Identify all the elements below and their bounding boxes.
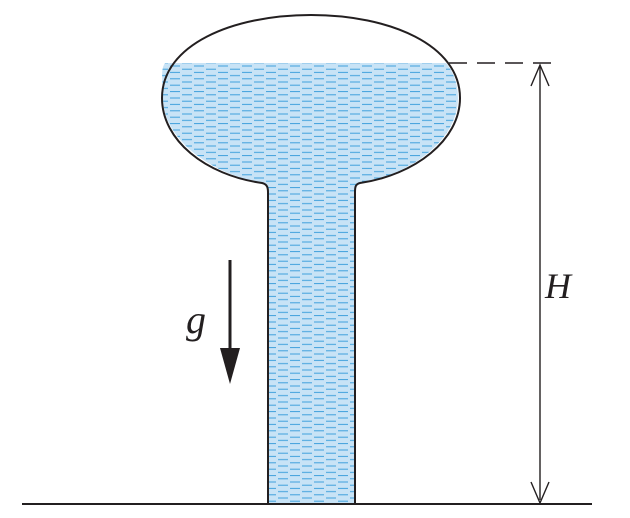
arrow-down-icon bbox=[220, 260, 240, 384]
water-fill bbox=[162, 63, 459, 503]
gravity-label: g bbox=[186, 297, 206, 342]
tank-outline bbox=[160, 13, 462, 503]
double-arrow-vertical-icon bbox=[530, 63, 550, 505]
height-label: H bbox=[544, 266, 573, 306]
